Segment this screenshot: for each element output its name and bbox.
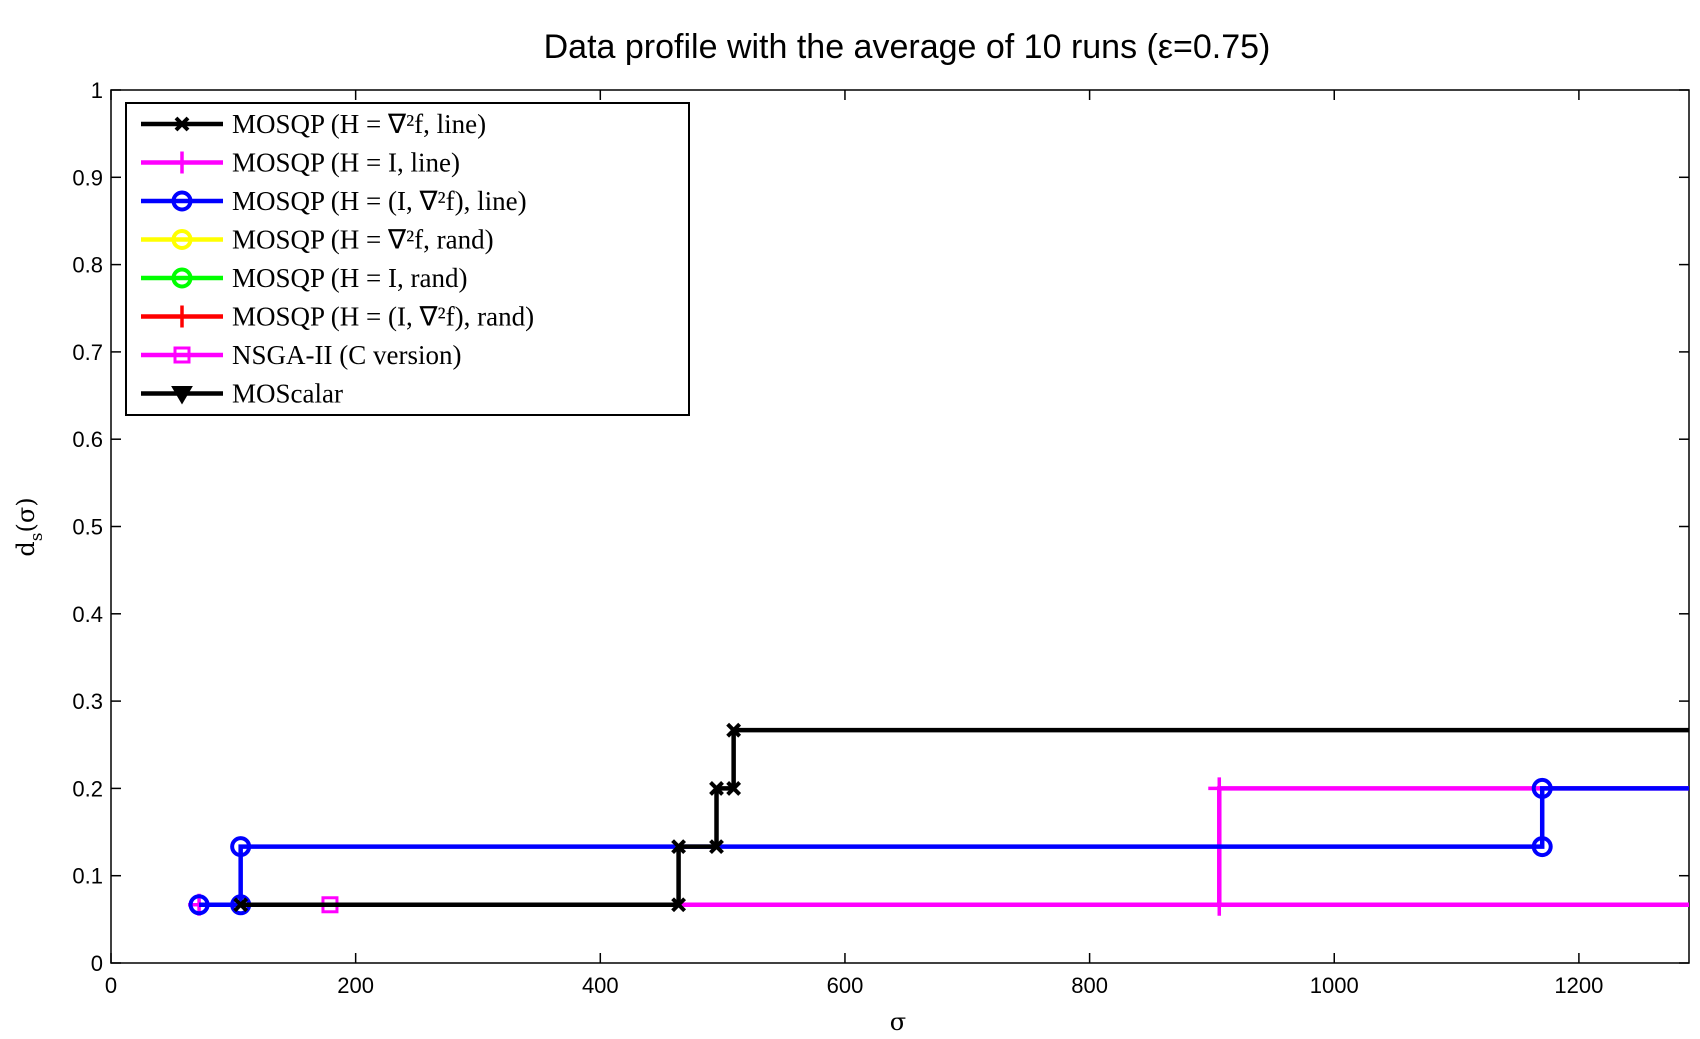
data-point — [1208, 893, 1231, 916]
y-tick-label: 0.8 — [72, 253, 103, 278]
y-tick-label: 0.7 — [72, 340, 103, 365]
y-axis-label-main: d — [12, 541, 40, 556]
legend-marker — [171, 151, 193, 174]
legend-marker — [171, 305, 193, 328]
legend-label: MOSQP (H = I, rand) — [232, 263, 467, 293]
y-tick-label: 0.3 — [72, 689, 103, 714]
data-point — [726, 780, 742, 796]
legend-entry: MOSQP (H = I, line) — [141, 148, 460, 178]
x-tick-label: 1000 — [1310, 973, 1359, 998]
data-point — [230, 836, 252, 858]
y-tick-label: 0.1 — [72, 864, 103, 889]
legend-marker-shape — [171, 267, 193, 289]
legend-marker — [171, 190, 193, 212]
data-point-shape — [726, 722, 742, 738]
legend-entry: MOSQP (H = (I, ∇²f), rand) — [141, 302, 534, 332]
legend-marker — [171, 267, 193, 289]
plot-area: 0 200 400 600 800 1000 1200 0 0.1 0.2 0.3 0.4 0.5 0.6… — [72, 78, 1690, 998]
data-point — [671, 897, 687, 913]
data-point — [1531, 777, 1553, 799]
y-tick-label: 0.6 — [72, 427, 103, 452]
series-2 — [188, 777, 1689, 916]
legend-marker — [173, 346, 191, 364]
data-point-shape — [230, 836, 252, 858]
chart-title: Data profile with the average of 10 runs… — [544, 28, 1271, 66]
y-axis-label-sub: s — [27, 533, 47, 542]
legend-entry: MOSQP (H = ∇²f, line) — [141, 109, 486, 139]
legend-marker-shape — [171, 229, 193, 250]
x-tick-label: 1200 — [1554, 973, 1603, 998]
legend-label: MOSQP (H = ∇²f, line) — [232, 109, 486, 139]
data-point-shape — [233, 897, 249, 913]
legend-marker-shape — [173, 346, 191, 364]
data-point-shape — [1531, 836, 1553, 858]
y-tick-label: 0.9 — [72, 165, 103, 190]
data-point-shape — [1208, 777, 1231, 800]
svg-text:ds(σ): ds(σ) — [12, 497, 47, 556]
y-tick-label: 0.5 — [72, 515, 103, 540]
data-point-shape — [671, 897, 687, 913]
data-point-shape — [188, 894, 210, 916]
data-point-shape — [671, 839, 687, 855]
data-point — [726, 722, 742, 738]
data-point — [709, 780, 724, 796]
legend-label: NSGA-II (C version) — [232, 340, 461, 370]
legend-entry: MOSQP (H = (I, ∇²f), line) — [141, 186, 527, 216]
series-line — [240, 727, 1689, 908]
legend-entry: MOScalar — [141, 379, 343, 409]
legend-marker — [174, 116, 190, 132]
data-point — [1531, 836, 1553, 858]
legend-marker-shape — [171, 305, 193, 328]
x-tick-label: 800 — [1071, 973, 1108, 998]
legend-label: MOSQP (H = (I, ∇²f), rand) — [232, 302, 534, 332]
legend-box — [125, 102, 690, 416]
legend: MOSQP (H = ∇²f, line) MOSQP (H = I, line)… — [125, 102, 690, 416]
data-point-shape — [709, 780, 724, 796]
legend-entry: MOSQP (H = I, rand) — [141, 263, 467, 293]
x-tick-label: 0 — [105, 973, 117, 998]
series-line — [199, 786, 1689, 908]
y-axis-label-suffix: (σ) — [12, 497, 40, 532]
legend-marker-shape — [174, 116, 190, 132]
legend-entry: MOSQP (H = ∇²f, rand) — [141, 225, 494, 255]
data-point-shape — [1531, 777, 1553, 799]
data-point — [233, 897, 249, 913]
legend-label: MOScalar — [232, 379, 343, 409]
data-point — [671, 839, 687, 855]
legend-label: MOSQP (H = I, line) — [232, 148, 460, 178]
data-point — [188, 894, 210, 916]
data-point-shape — [1208, 893, 1231, 916]
legend-marker — [171, 229, 193, 250]
legend-entry: NSGA-II (C version) — [141, 340, 461, 370]
legend-label: MOSQP (H = ∇²f, rand) — [232, 225, 494, 255]
x-tick-label: 400 — [582, 973, 619, 998]
x-tick-label: 600 — [827, 973, 864, 998]
legend-marker-shape — [171, 151, 193, 174]
data-point — [1208, 777, 1231, 800]
data-point — [709, 839, 724, 855]
data-point-shape — [709, 839, 724, 855]
x-axis-label: σ — [890, 1008, 906, 1036]
x-tick-label: 200 — [337, 973, 374, 998]
legend-marker-shape — [171, 190, 193, 212]
y-axis-label: ds(σ) — [12, 497, 47, 556]
data-point-shape — [726, 780, 742, 796]
series-0 — [233, 722, 1689, 913]
y-tick-label: 0 — [91, 951, 103, 976]
legend-marker — [171, 386, 193, 405]
y-tick-label: 1 — [91, 78, 103, 103]
y-tick-label: 0.4 — [72, 602, 103, 627]
legend-label: MOSQP (H = (I, ∇²f), line) — [232, 186, 527, 216]
y-tick-label: 0.2 — [72, 776, 103, 801]
legend-marker-shape — [171, 386, 193, 405]
